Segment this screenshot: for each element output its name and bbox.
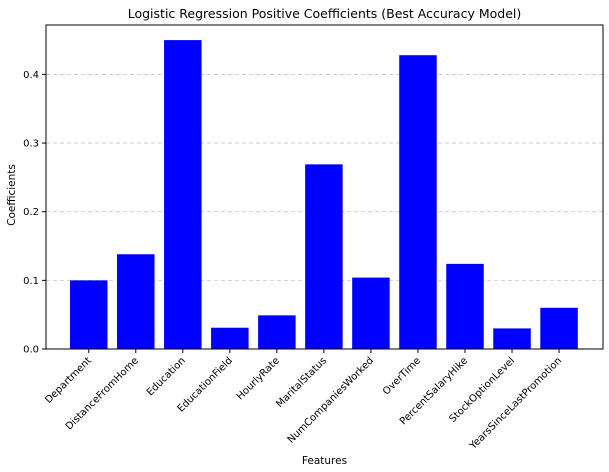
y-axis-label: Coefficients	[6, 164, 18, 226]
bar	[493, 328, 531, 349]
bar	[70, 280, 108, 349]
y-tick-label: 0.3	[23, 139, 39, 150]
bar	[446, 263, 484, 349]
x-axis-label: Features	[302, 455, 347, 467]
bar	[540, 307, 578, 349]
bar	[258, 315, 296, 349]
y-tick-label: 0.1	[23, 276, 39, 287]
bar	[211, 327, 249, 349]
y-axis-ticks: 0.0 0.1 0.2 0.3 0.4	[23, 70, 46, 356]
bar	[399, 55, 437, 349]
plot-frame	[45, 24, 604, 350]
y-tick-label: 0.4	[23, 70, 39, 81]
bar	[117, 254, 155, 349]
bar	[164, 40, 202, 350]
bar	[352, 277, 390, 349]
y-tick-label: 0.2	[23, 207, 39, 218]
bar	[305, 164, 343, 349]
bars	[70, 40, 578, 350]
chart-title: Logistic Regression Positive Coefficient…	[128, 6, 522, 21]
y-tick-label: 0.0	[23, 345, 39, 356]
